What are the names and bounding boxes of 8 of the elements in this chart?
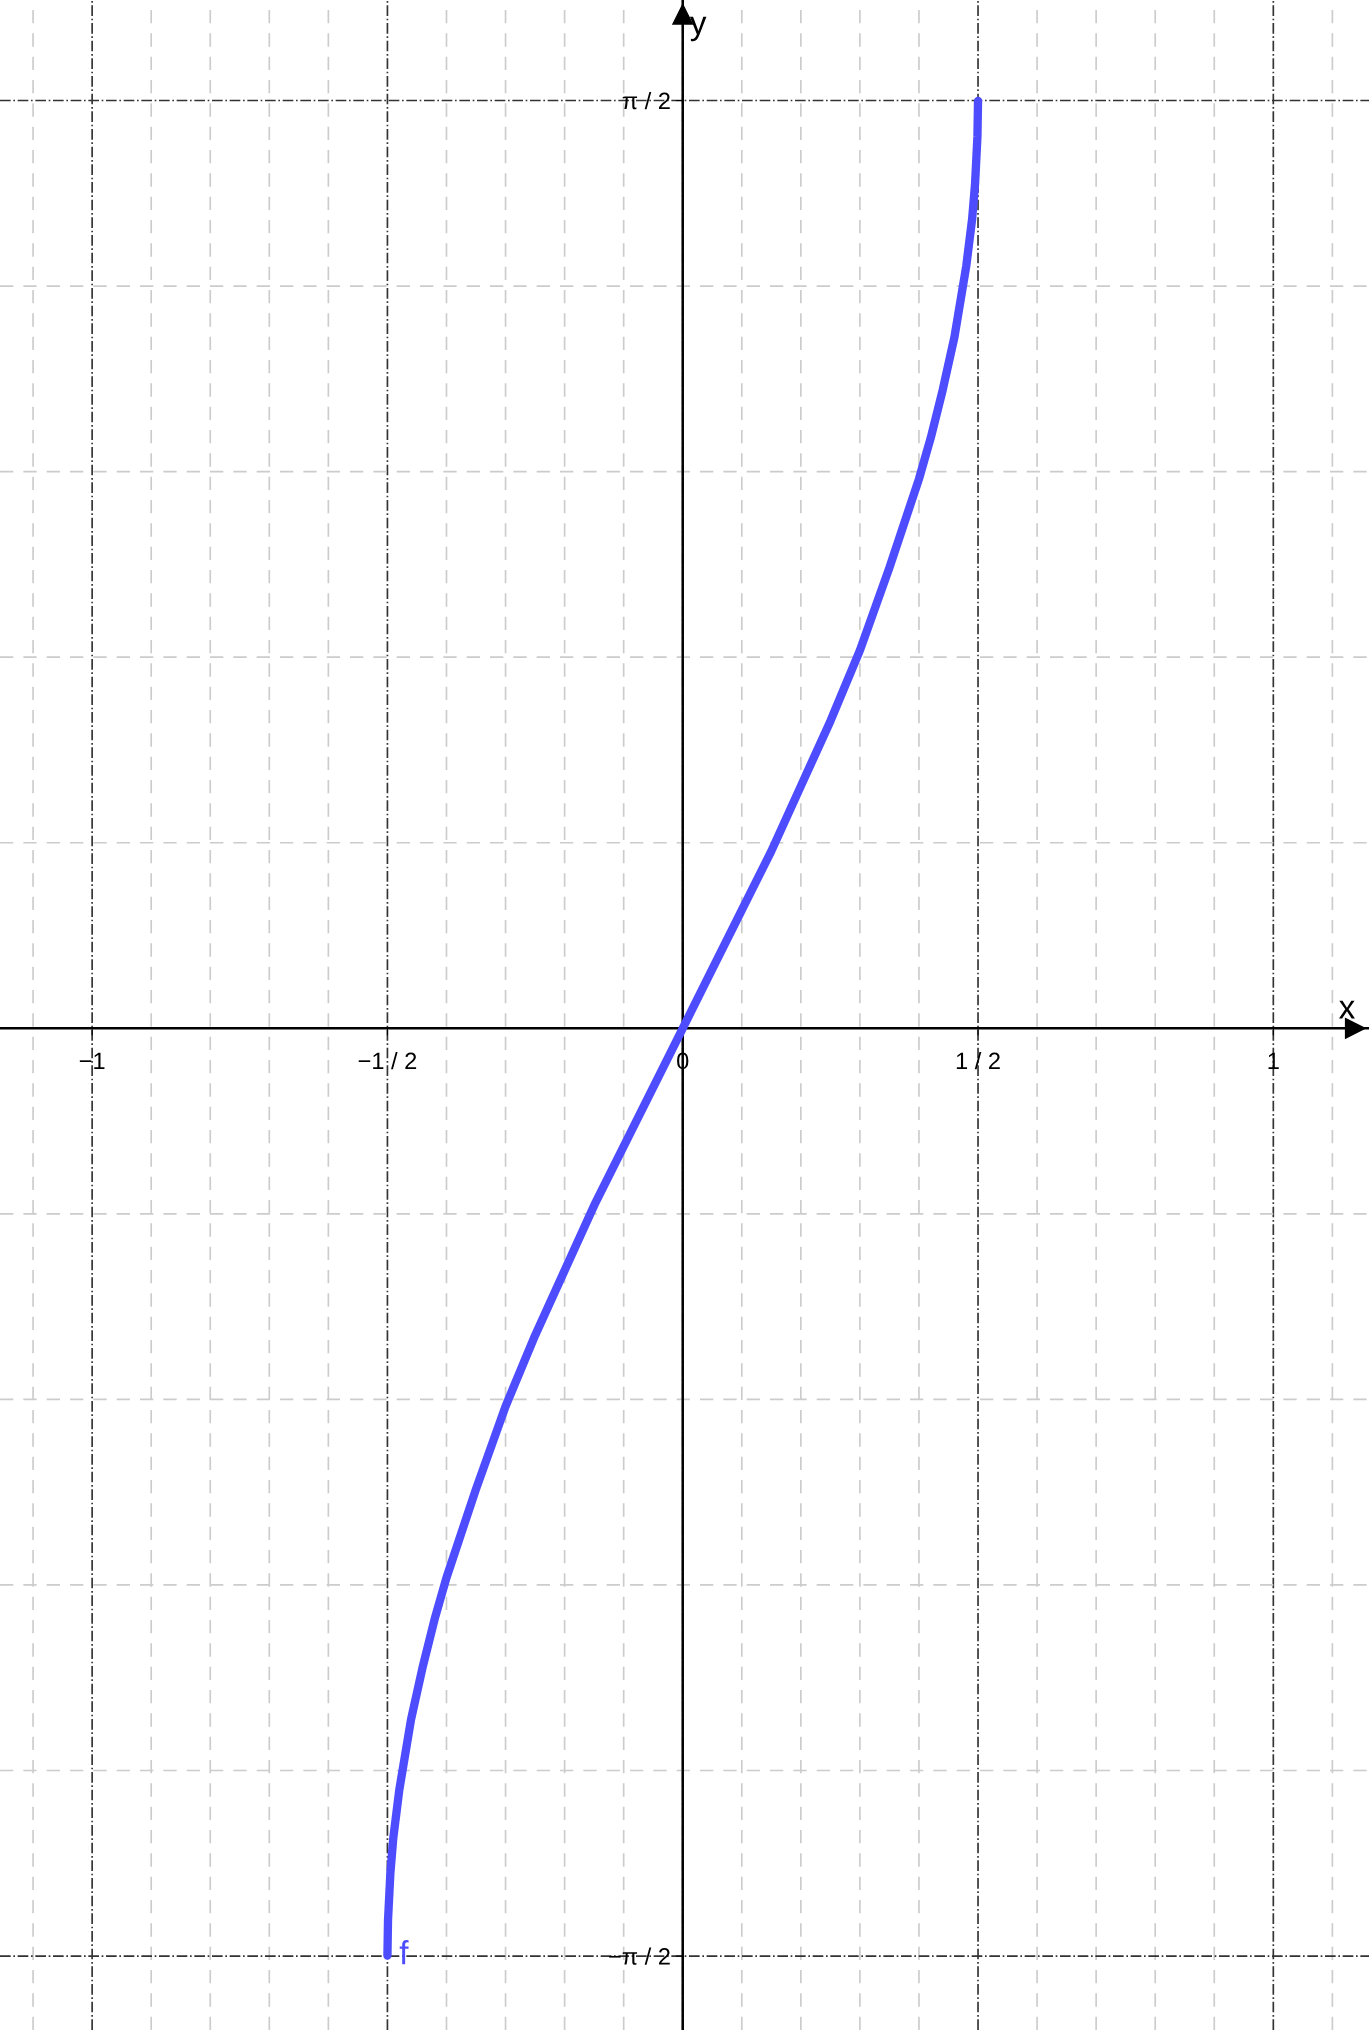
y-tick-label: −π / 2 [609, 1947, 670, 1965]
x-tick-label: −1 [79, 1052, 105, 1070]
x-tick-label: −1 / 2 [358, 1051, 417, 1070]
x-tick-label: 1 [1268, 1052, 1279, 1070]
y-axis-title: y [689, 16, 707, 42]
series-label: f [399, 1940, 409, 1965]
x-axis-title: x [1339, 1000, 1355, 1019]
x-tick-label: 1 / 2 [956, 1051, 1000, 1070]
